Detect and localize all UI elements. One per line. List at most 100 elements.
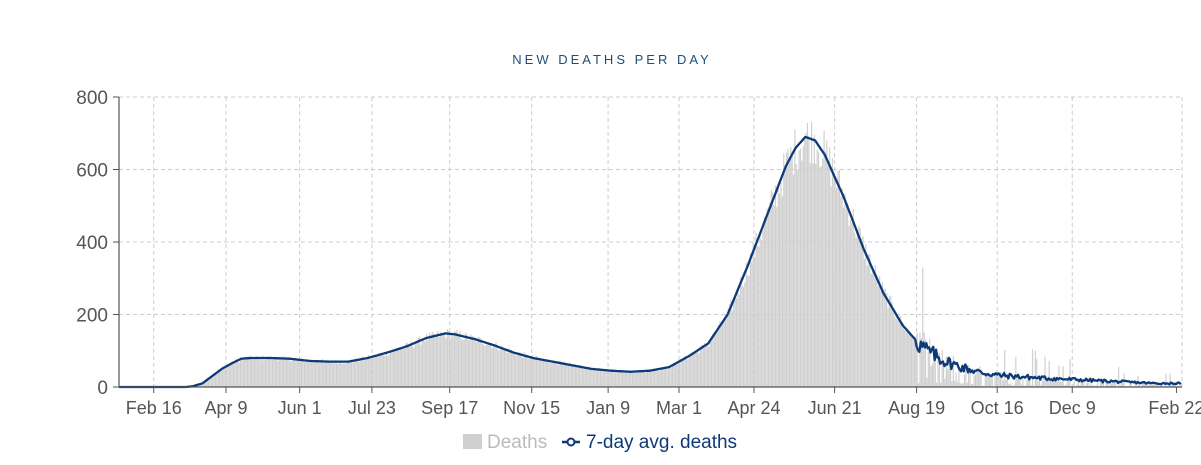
bar-deaths bbox=[747, 275, 749, 387]
bar-deaths bbox=[634, 372, 636, 387]
bar-deaths bbox=[501, 345, 503, 387]
bar-deaths bbox=[912, 337, 914, 387]
bar-deaths bbox=[820, 166, 822, 387]
bar-deaths bbox=[602, 370, 604, 387]
bar-deaths bbox=[999, 371, 1002, 387]
bar-series-deaths bbox=[187, 122, 1182, 388]
bar-deaths bbox=[841, 188, 843, 387]
bar-deaths bbox=[249, 355, 251, 387]
bar-deaths bbox=[785, 152, 788, 387]
bar-deaths bbox=[1058, 365, 1060, 387]
bar-deaths bbox=[298, 359, 300, 387]
bar-deaths bbox=[498, 350, 500, 387]
bar-deaths bbox=[927, 351, 929, 387]
bar-deaths bbox=[606, 371, 608, 387]
bar-deaths bbox=[1100, 381, 1102, 387]
legend-label-deaths: Deaths bbox=[487, 432, 547, 453]
bar-deaths bbox=[919, 332, 921, 387]
bar-deaths bbox=[256, 355, 258, 387]
y-tick-label: 0 bbox=[97, 378, 108, 399]
bar-deaths bbox=[836, 187, 838, 387]
bar-deaths bbox=[773, 205, 775, 387]
bar-deaths bbox=[623, 372, 625, 387]
bar-deaths bbox=[431, 331, 433, 387]
bar-deaths bbox=[356, 361, 358, 387]
bar-deaths bbox=[287, 356, 289, 387]
bar-deaths bbox=[1037, 381, 1039, 387]
bar-deaths bbox=[470, 334, 472, 387]
bar-deaths bbox=[883, 289, 885, 387]
bar-deaths bbox=[744, 282, 746, 387]
bar-deaths bbox=[1118, 366, 1120, 387]
bar-deaths bbox=[417, 337, 419, 387]
bar-deaths bbox=[827, 164, 829, 387]
bar-deaths bbox=[708, 346, 710, 387]
bar-deaths bbox=[1177, 385, 1180, 387]
bar-deaths bbox=[622, 370, 624, 387]
bar-deaths bbox=[990, 376, 992, 387]
bar-deaths bbox=[1049, 380, 1052, 387]
bar-deaths bbox=[284, 355, 286, 387]
bar-deaths bbox=[886, 293, 888, 387]
bar-deaths bbox=[255, 356, 257, 387]
bar-deaths bbox=[787, 149, 789, 387]
bar-deaths bbox=[897, 320, 899, 387]
bar-deaths bbox=[1020, 384, 1022, 387]
bar-deaths bbox=[715, 333, 717, 387]
bar-deaths bbox=[880, 290, 882, 387]
bar-deaths bbox=[214, 374, 217, 387]
bar-deaths bbox=[894, 316, 896, 387]
bar-deaths bbox=[1008, 383, 1010, 387]
bar-deaths bbox=[506, 352, 508, 387]
bar-deaths bbox=[1088, 385, 1091, 387]
bar-deaths bbox=[983, 385, 985, 387]
bar-deaths bbox=[558, 364, 560, 387]
bar-deaths bbox=[235, 359, 237, 387]
bar-deaths bbox=[320, 361, 322, 387]
bar-deaths bbox=[516, 352, 518, 387]
bar-deaths bbox=[469, 339, 471, 387]
bar-deaths bbox=[649, 369, 651, 387]
bar-deaths bbox=[513, 353, 515, 387]
bar-deaths bbox=[237, 360, 239, 387]
legend-bar-swatch bbox=[463, 434, 482, 449]
bar-deaths bbox=[1019, 379, 1021, 387]
bar-deaths bbox=[376, 355, 378, 387]
bar-deaths bbox=[480, 338, 482, 387]
bar-deaths bbox=[729, 304, 731, 387]
bar-deaths bbox=[844, 193, 846, 387]
bar-deaths bbox=[551, 363, 553, 387]
bar-deaths bbox=[1076, 384, 1078, 387]
bar-deaths bbox=[742, 286, 745, 387]
bar-deaths bbox=[313, 361, 315, 387]
bar-deaths bbox=[1055, 381, 1057, 387]
bar-deaths bbox=[816, 149, 818, 387]
bar-deaths bbox=[1040, 384, 1042, 387]
bar-deaths bbox=[1005, 379, 1007, 387]
bar-deaths bbox=[360, 360, 362, 387]
bar-deaths bbox=[1138, 382, 1141, 387]
bar-deaths bbox=[196, 385, 198, 387]
bar-deaths bbox=[934, 351, 936, 387]
y-tick-label: 400 bbox=[76, 233, 108, 254]
bar-deaths bbox=[677, 364, 679, 387]
bar-deaths bbox=[968, 365, 970, 387]
bar-deaths bbox=[524, 353, 526, 387]
bar-deaths bbox=[319, 363, 321, 387]
bar-deaths bbox=[502, 348, 504, 387]
bar-deaths bbox=[1056, 381, 1059, 387]
bar-deaths bbox=[523, 352, 525, 387]
bar-deaths bbox=[349, 360, 351, 387]
y-tick-label: 200 bbox=[76, 306, 108, 327]
x-tick-label: Jun 1 bbox=[278, 398, 322, 418]
bar-deaths bbox=[863, 258, 865, 387]
bar-deaths bbox=[377, 353, 379, 387]
bar-deaths bbox=[948, 359, 950, 387]
axes: 0 200 400 600 800 Feb 16 Apr 9 Jun 1 Jul 23 Sep 1… bbox=[76, 88, 1201, 418]
bar-deaths bbox=[916, 332, 918, 387]
bar-deaths bbox=[945, 356, 947, 387]
bar-deaths bbox=[717, 325, 720, 387]
bar-deaths bbox=[1002, 380, 1004, 387]
bar-deaths bbox=[216, 372, 218, 387]
